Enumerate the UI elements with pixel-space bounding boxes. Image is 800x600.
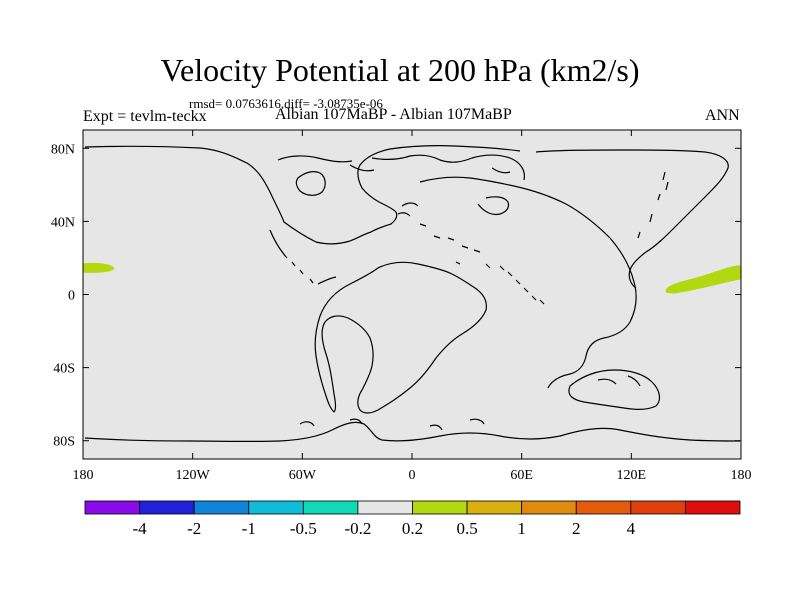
colorbar-label: 2	[572, 519, 581, 538]
coastline-hudson-bay	[295, 171, 326, 196]
colorbar-label: 0.2	[402, 519, 423, 538]
lon-tick-label: 180	[731, 468, 752, 483]
colorbar-swatch	[357, 500, 413, 515]
anomaly-region-eastern-band-positive	[665, 265, 741, 294]
coastline-eurasia-east	[535, 149, 729, 289]
longitude-axis: 180 120W 60W 0 60E 120E 180	[73, 130, 752, 483]
colorbar: -4 -2 -1 -0.5 -0.2 0.2 0.5 1 2 4	[84, 500, 741, 538]
anomaly-layer	[83, 262, 741, 294]
lat-tick-label: 40N	[51, 215, 75, 230]
lat-tick-label: 40S	[53, 362, 75, 377]
lat-tick-label: 80N	[51, 142, 75, 157]
coastline-tethys-islands	[455, 261, 545, 305]
colorbar-swatch	[139, 500, 195, 515]
coastline-east-islands	[637, 171, 669, 239]
coastline-india-gulf	[477, 196, 510, 216]
colorbar-swatch	[193, 500, 250, 515]
colorbar-swatch	[84, 500, 140, 515]
ocean-background	[83, 130, 741, 459]
lon-tick-label: 180	[73, 468, 94, 483]
lat-tick-label: 80S	[53, 435, 75, 450]
colorbar-swatch	[521, 500, 577, 515]
coastline-antarctic-islands	[299, 418, 485, 431]
colorbar-label: 1	[517, 519, 526, 538]
stats-label: rmsd= 0.0763616,diff= -3.08735e-06	[189, 96, 383, 111]
colorbar-label: 0.5	[456, 519, 477, 538]
colorbar-swatch	[248, 500, 304, 515]
colorbar-label: -0.2	[344, 519, 371, 538]
lon-tick-label: 60E	[510, 468, 533, 483]
map-plot-area: 180 120W 60W 0 60E 120E 180 80N 40N 0 40S 80S	[51, 129, 752, 483]
colorbar-label: -2	[187, 519, 201, 538]
lon-tick-label: 0	[409, 468, 416, 483]
coastline-antarctica	[84, 421, 741, 443]
colorbar-label: 4	[627, 519, 636, 538]
colorbar-swatch	[302, 500, 359, 515]
lon-tick-label: 120W	[176, 468, 211, 483]
colorbar-label: -4	[132, 519, 147, 538]
lon-tick-label: 120E	[617, 468, 647, 483]
coastline-south-america	[314, 261, 487, 414]
lat-tick-label: 0	[68, 289, 75, 304]
latitude-axis: 80N 40N 0 40S 80S	[51, 142, 741, 450]
colorbar-swatch	[466, 500, 523, 515]
colorbar-swatch	[412, 500, 468, 515]
anomaly-region-western-pacific-positive	[83, 262, 115, 273]
colorbar-label: -1	[242, 519, 256, 538]
case-label: Albian 107MaBP - Albian 107MaBP	[275, 106, 512, 123]
season-label: ANN	[705, 107, 740, 124]
colorbar-swatch	[685, 500, 741, 515]
coastline-layer	[84, 145, 741, 443]
coastline-atlantic-islands	[397, 202, 481, 253]
coastline-africa	[419, 176, 637, 389]
coastline-central-america	[269, 229, 337, 285]
coastline-north-america	[84, 145, 521, 245]
map-title: Velocity Potential at 200 hPa (km2/s)	[160, 52, 640, 88]
coastline-arctic-islands	[277, 155, 375, 172]
experiment-label: Expt = tevlm-teckx	[83, 108, 207, 125]
colorbar-swatch	[575, 500, 632, 515]
colorbar-label: -0.5	[290, 519, 317, 538]
lon-tick-label: 60W	[289, 468, 317, 483]
coastline-australia-inner	[597, 375, 641, 387]
coastline-australia	[568, 369, 661, 410]
colorbar-swatch	[630, 500, 686, 515]
coastline-europe	[371, 154, 525, 181]
